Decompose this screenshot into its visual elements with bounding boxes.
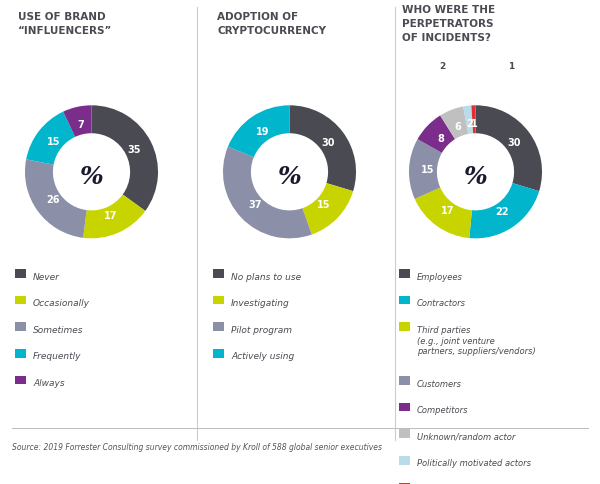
Text: ADOPTION OF
CRYPTOCURRENCY: ADOPTION OF CRYPTOCURRENCY [217, 12, 326, 36]
Text: USE OF BRAND
“INFLUENCERS”: USE OF BRAND “INFLUENCERS” [18, 12, 112, 36]
Text: %: % [80, 165, 103, 189]
Text: 2: 2 [466, 119, 473, 129]
Text: Never: Never [33, 272, 60, 282]
Text: Frequently: Frequently [33, 352, 82, 362]
Text: Always: Always [33, 379, 65, 388]
Wedge shape [415, 187, 472, 238]
Text: 35: 35 [127, 145, 141, 155]
Text: Actively using: Actively using [231, 352, 294, 362]
Text: %: % [278, 165, 301, 189]
Wedge shape [223, 147, 312, 238]
Wedge shape [475, 106, 542, 191]
Text: 17: 17 [104, 211, 117, 221]
Wedge shape [25, 159, 86, 238]
Text: Competitors: Competitors [417, 406, 469, 415]
Wedge shape [440, 106, 469, 139]
Text: No plans to use: No plans to use [231, 272, 301, 282]
Wedge shape [409, 139, 442, 199]
Wedge shape [228, 106, 290, 157]
Wedge shape [91, 106, 158, 211]
Text: 1: 1 [470, 119, 478, 129]
Text: 6: 6 [455, 122, 461, 132]
Text: 17: 17 [441, 206, 454, 216]
Wedge shape [289, 106, 356, 191]
Text: 26: 26 [46, 195, 59, 205]
Wedge shape [418, 116, 455, 153]
Text: Source: 2019 Forrester Consulting survey commissioned by Kroll of 588 global sen: Source: 2019 Forrester Consulting survey… [12, 443, 382, 452]
Text: 7: 7 [77, 120, 85, 130]
Text: Politically motivated actors: Politically motivated actors [417, 459, 531, 469]
Wedge shape [302, 183, 353, 234]
Text: Contractors: Contractors [417, 299, 466, 308]
Text: 15: 15 [421, 165, 434, 175]
Text: Occasionally: Occasionally [33, 299, 90, 308]
Wedge shape [63, 106, 91, 137]
Text: 1: 1 [508, 62, 514, 71]
Text: Customers: Customers [417, 379, 462, 389]
Text: 15: 15 [47, 137, 61, 148]
Text: %: % [464, 165, 487, 189]
Text: Employees: Employees [417, 272, 463, 282]
Text: 19: 19 [256, 127, 269, 137]
Text: 22: 22 [496, 207, 509, 217]
Wedge shape [26, 112, 75, 165]
Wedge shape [463, 106, 473, 134]
Wedge shape [472, 106, 475, 133]
Text: Investigating: Investigating [231, 299, 290, 308]
Text: Third parties
(e.g., joint venture
partners, suppliers/vendors): Third parties (e.g., joint venture partn… [417, 326, 536, 356]
Text: Pilot program: Pilot program [231, 326, 292, 335]
Text: 37: 37 [248, 200, 262, 210]
Text: Sometimes: Sometimes [33, 326, 83, 335]
Wedge shape [469, 183, 539, 238]
Text: WHO WERE THE
PERPETRATORS
OF INCIDENTS?: WHO WERE THE PERPETRATORS OF INCIDENTS? [402, 5, 495, 43]
Text: 15: 15 [317, 200, 331, 210]
Text: 2: 2 [440, 62, 446, 71]
Text: 8: 8 [437, 134, 444, 144]
Text: 30: 30 [507, 138, 521, 148]
Text: 30: 30 [321, 138, 335, 148]
Wedge shape [83, 195, 145, 238]
Text: Unknown/random actor: Unknown/random actor [417, 433, 515, 442]
